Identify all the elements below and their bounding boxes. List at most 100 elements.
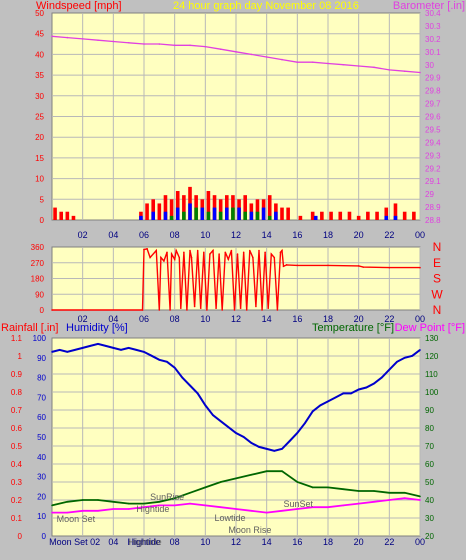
y-tick-label: 20: [425, 532, 434, 541]
wind-bar: [71, 215, 76, 220]
dewpoint-line-point: [204, 504, 207, 507]
y-tick-label: 30.1: [425, 48, 441, 57]
x-tick-label: 12: [231, 230, 241, 240]
temperature-line-point: [357, 490, 360, 492]
x-tick-label: 04: [108, 230, 118, 240]
x-tick-label: 14: [262, 314, 272, 324]
wind-bar: [59, 211, 63, 220]
y-tick-label: 0: [18, 532, 23, 541]
humidity-line-point: [173, 366, 176, 369]
dewpoint-line-point: [51, 511, 53, 514]
temperature-line-point: [127, 502, 130, 505]
x-tick-label: 06: [139, 314, 149, 324]
y-tick-label: 28.8: [425, 216, 441, 225]
y-tick-label: 0: [40, 306, 45, 315]
humidity-line-point: [388, 368, 391, 371]
y-tick-label: 29.7: [425, 100, 441, 109]
wind-bar: [255, 199, 260, 220]
wind-bar: [347, 211, 352, 220]
wind-direction-line-point: [245, 309, 248, 311]
humidity-line-point: [97, 343, 99, 345]
temperature-line-point: [373, 490, 375, 492]
x-tick-label: 22: [384, 230, 394, 240]
astro-annotation: Moon Rise: [228, 525, 271, 535]
wind-direction-line: [52, 247, 420, 311]
y-tick-label: 50: [35, 9, 44, 18]
barometer-line-point: [112, 40, 115, 43]
y-tick-label: 29.9: [425, 74, 441, 83]
y-tick-label: 1: [18, 352, 23, 361]
dewpoint-line-point: [127, 508, 130, 510]
barometer-line-point: [189, 44, 191, 47]
humidity-line-point: [58, 349, 61, 351]
wind-direction-line-point: [51, 309, 53, 311]
barometer-line-point: [342, 63, 345, 66]
humidity-line-point: [219, 420, 222, 422]
wind-bar: [298, 215, 303, 220]
wind-direction-line-point: [203, 251, 205, 254]
wind-direction-line-point: [239, 307, 242, 310]
astro-annotation: SunRise: [150, 492, 184, 502]
humidity-line-point: [143, 351, 145, 353]
wind-bar: [206, 211, 211, 220]
y-tick-label: 180: [31, 275, 45, 284]
dewpoint-line-point: [327, 506, 329, 509]
y-tick-label: 110: [425, 370, 438, 379]
wind-bar: [393, 203, 398, 220]
temperature-axis-title: Temperature [°F]: [312, 322, 394, 334]
wind-direction-line-point: [282, 265, 285, 268]
barometer-line-point: [81, 38, 84, 40]
x-tick-label: 02: [78, 230, 88, 240]
temperature-line-point: [388, 492, 391, 494]
wind-bar: [384, 207, 389, 220]
barometer-line-point: [158, 43, 161, 45]
grid-layer: [52, 13, 421, 536]
humidity-line-point: [380, 376, 383, 379]
humidity-line-point: [357, 388, 360, 391]
data-layer: [51, 35, 421, 514]
wind-bar: [194, 207, 198, 220]
dewpoint-line-point: [281, 510, 283, 512]
y-tick-label: 0: [40, 216, 45, 225]
compass-label: N: [433, 303, 442, 317]
humidity-line-point: [258, 446, 260, 448]
temperature-line-point: [204, 486, 207, 489]
humidity-line-point: [51, 351, 53, 353]
wind-direction-line-point: [258, 249, 260, 252]
humidity-line-point: [81, 347, 84, 349]
wind-direction-line-point: [183, 251, 185, 254]
x-tick-label: 10: [200, 314, 210, 324]
humidity-line-point: [273, 450, 276, 452]
x-tick-label: Moon Set 02: [49, 537, 100, 547]
y-tick-label: 29.8: [425, 87, 441, 96]
humidity-line-point: [112, 347, 115, 349]
humidity-line-point: [89, 345, 92, 347]
wind-direction-line-point: [227, 258, 230, 261]
wind-bar: [261, 207, 266, 220]
temperature-line-point: [219, 481, 222, 483]
dewpoint-line-point: [311, 506, 314, 509]
y-tick-label: 29.2: [425, 164, 441, 173]
compass-label: W: [431, 287, 443, 301]
wind-direction-line-point: [249, 249, 251, 252]
wind-direction-line-point: [388, 266, 391, 269]
humidity-line-point: [411, 355, 414, 357]
wind-bar: [338, 211, 343, 220]
y-tick-label: 50: [37, 433, 46, 442]
barometer-line-point: [357, 65, 360, 67]
barometer-axis-title: Barometer [.in]: [393, 0, 465, 12]
humidity-line-point: [311, 410, 314, 413]
y-tick-label: 80: [425, 424, 434, 433]
barometer-line-point: [235, 51, 237, 53]
barometer-line-point: [143, 43, 145, 45]
barometer-line-point: [97, 39, 99, 41]
wind-bar: [231, 207, 235, 220]
barometer-line-point: [250, 53, 253, 56]
y-tick-label: 60: [425, 460, 434, 469]
compass-label: E: [433, 256, 441, 270]
dewpoint-line-point: [219, 506, 222, 509]
temperature-line-point: [143, 502, 145, 505]
dewpoint-line-point: [250, 510, 253, 512]
dewpoint-line-point: [403, 497, 406, 500]
y-tick-label: 29: [425, 190, 434, 199]
